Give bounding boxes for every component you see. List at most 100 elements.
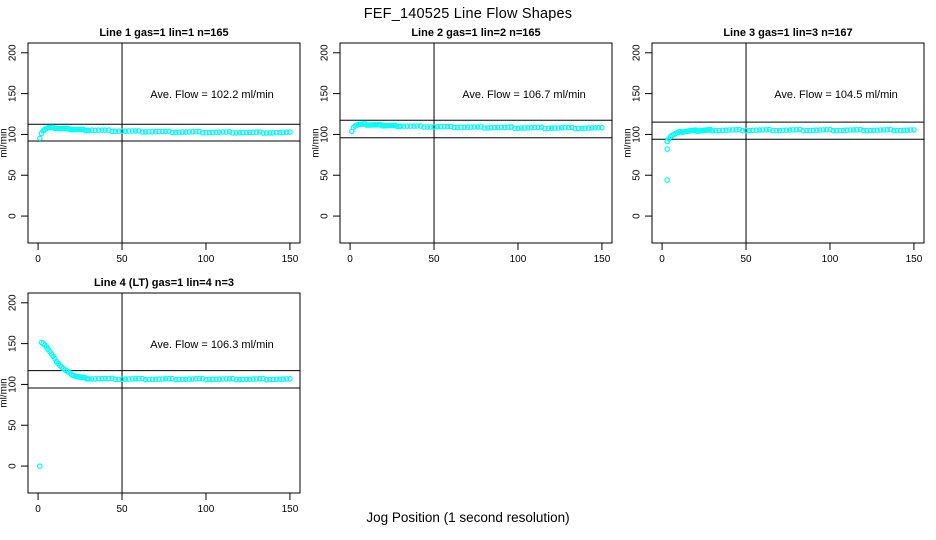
data-point [864,127,870,134]
x-tick-label: 50 [116,254,128,265]
data-points-group [664,126,917,183]
data-point [236,376,243,383]
data-point [186,376,193,382]
x-tick-label: 150 [282,504,299,515]
data-point [280,376,287,382]
ave-flow-annotation: Ave. Flow = 102.2 ml/min [150,89,274,101]
data-point [491,124,498,131]
data-point [183,376,189,383]
data-point [729,127,736,133]
data-point [156,376,162,382]
data-point [716,127,723,134]
data-point [196,375,203,382]
data-point [813,127,820,134]
x-tick-label: 150 [906,254,923,265]
data-point [233,130,240,136]
data-point [169,129,176,136]
main-title: FEF_140525 Line Flow Shapes [363,6,573,22]
data-point [189,129,196,135]
data-point [867,127,874,134]
data-point [565,124,572,131]
data-point [226,129,233,135]
y-tick-label: 50 [8,419,19,431]
y-tick-label: 50 [320,169,331,181]
data-point [508,124,515,130]
data-point [498,124,505,131]
data-point [770,127,776,134]
data-point [146,376,152,383]
data-point [441,123,447,130]
data-point [256,376,263,382]
x-tick-label: 100 [510,254,527,265]
data-point [129,128,135,134]
data-point [585,125,592,131]
data-point [142,129,149,135]
data-point [904,127,911,134]
data-point [894,127,900,134]
data-point [538,124,545,131]
data-point [162,376,169,382]
y-tick-label: 200 [8,294,19,311]
data-point [417,123,424,129]
data-point [890,127,897,134]
data-point [139,129,146,135]
data-point [468,124,474,130]
y-axis-caption: ml/min [0,378,10,407]
x-tick-label: 50 [116,504,128,515]
data-points-group [36,339,293,469]
y-tick-label: 150 [8,85,19,102]
data-point [833,127,840,134]
data-point [283,129,290,136]
data-point [478,124,484,130]
data-point [236,129,243,136]
data-point [786,127,793,133]
data-point [119,376,125,383]
data-point [142,376,149,383]
data-point [277,376,283,383]
y-tick-label: 200 [8,44,19,61]
data-point [85,127,92,134]
panel-title: Line 1 gas=1 lin=1 n=165 [99,27,228,39]
x-tick-label: 150 [594,254,611,265]
data-point [857,126,864,133]
data-point [515,125,521,132]
x-axis: 0 50 100 150 [35,243,299,265]
plot-box [27,292,301,494]
data-point [183,129,189,135]
data-point [253,129,260,135]
data-point [159,128,166,135]
data-point [739,127,746,134]
data-point [481,125,488,131]
data-point [820,127,827,133]
data-point [793,127,800,133]
data-point [176,376,182,383]
data-point [897,127,904,134]
data-point [555,125,562,131]
data-point [260,130,266,136]
data-point [273,376,280,383]
data-point [99,375,105,382]
y-tick-label: 200 [632,44,643,61]
data-point [146,129,152,135]
data-point [911,127,917,133]
data-point [223,129,229,135]
data-point [880,127,887,133]
data-point [102,127,109,134]
y-tick-label: 150 [632,85,643,102]
data-point [850,127,857,133]
data-point [179,129,186,135]
data-point [552,125,558,131]
data-point [582,125,588,132]
data-point [186,129,193,135]
data-point [578,125,585,132]
data-point [434,124,441,130]
panel-line4-plot: 0 50 100 150 0 50 100 150 200 ml/min Line 4 (LT) g… [0,277,301,515]
data-point [280,129,287,136]
ave-flow-annotation: Ave. Flow = 106.3 ml/min [150,339,274,351]
data-point [230,130,236,136]
x-axis: 0 50 100 150 [659,243,923,265]
data-point [159,376,166,382]
data-point [179,376,186,383]
data-point [783,127,790,134]
data-point [266,130,273,136]
